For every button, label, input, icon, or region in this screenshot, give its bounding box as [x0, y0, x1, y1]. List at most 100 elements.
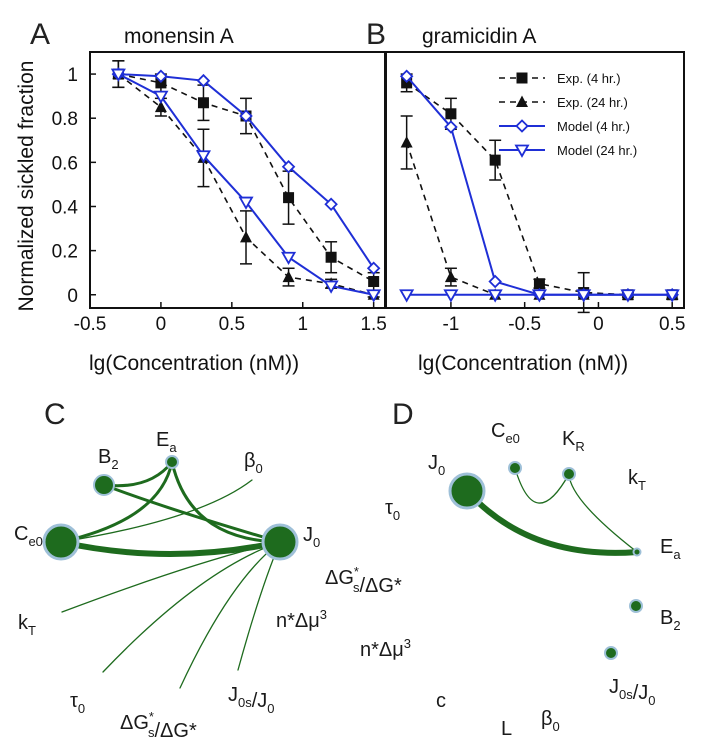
node-label-kt: kT — [18, 612, 36, 638]
data-point-square — [325, 251, 337, 263]
panel-a-ytick-label: 0.4 — [52, 197, 79, 218]
panel-a-xtick-label: 1.5 — [360, 314, 386, 335]
panel-b-title: gramicidin A — [422, 25, 536, 48]
data-point-down-triangle — [576, 289, 592, 303]
data-point-diamond — [196, 73, 211, 88]
data-point-square — [489, 154, 501, 166]
network-edge — [179, 541, 281, 689]
node-label-b2: B2 — [98, 446, 119, 472]
data-point-triangle — [444, 270, 457, 283]
network-edge — [60, 479, 253, 543]
panel-a-title: monensin A — [124, 25, 234, 48]
data-point-down-triangle — [399, 289, 415, 303]
node-label-dgs: ΔG* s/ΔG* — [325, 564, 402, 597]
panel-a-frame — [89, 51, 386, 309]
panel-letter-d: D — [392, 398, 414, 431]
data-point-down-triangle — [366, 289, 382, 303]
data-point-diamond — [515, 119, 529, 133]
data-point-down-triangle — [323, 280, 339, 294]
data-point-square — [533, 278, 545, 290]
panel-a-ytick-label: 0.6 — [52, 153, 78, 174]
series-line — [405, 142, 673, 296]
node-label-j0: J0 — [303, 524, 320, 550]
node-label-ea: Ea — [156, 429, 177, 455]
network-node-j0s — [604, 646, 618, 660]
network-node-j0 — [448, 472, 486, 510]
data-point-diamond — [239, 109, 253, 123]
data-point-down-triangle — [153, 90, 169, 104]
data-point-square — [516, 72, 528, 84]
network-node-b2 — [629, 599, 643, 613]
data-point-diamond — [366, 261, 381, 276]
panel-a-ytick-label: 0 — [67, 286, 78, 307]
data-point-square — [445, 108, 457, 120]
data-point-down-triangle — [664, 289, 680, 303]
network-node-ce0 — [508, 461, 522, 475]
panel-a-ytick-label: 0.8 — [52, 109, 78, 130]
panel-a-ylabel: Normalized sickled fraction — [15, 61, 38, 312]
data-point-diamond — [281, 159, 296, 174]
data-point-down-triangle — [238, 196, 254, 210]
data-point-down-triangle — [487, 289, 503, 303]
network-edge — [170, 460, 282, 544]
network-edge — [59, 460, 174, 544]
panel-a-xtick-label: 1 — [297, 314, 308, 335]
panel-b-xtick-label: 0.5 — [659, 314, 685, 335]
node-label-ea: Ea — [660, 536, 681, 562]
data-point-triangle — [400, 135, 413, 148]
data-point-down-triangle — [443, 289, 459, 303]
network-edge — [568, 473, 638, 553]
network-node-kr — [562, 467, 576, 481]
network-edge — [464, 488, 640, 556]
node-label-kt: kT — [628, 467, 646, 493]
data-point-square — [283, 192, 295, 204]
network-edge — [58, 539, 283, 557]
data-point-down-triangle — [531, 289, 547, 303]
legend-entry-label: Exp. (24 hr.) — [557, 95, 628, 110]
panel-c-network: Ce0 J0 B2 Ea β0 kT τ0 ΔG* s/ΔG* J0s/J0 n*Δμ3 — [14, 429, 327, 742]
panel-a-xtick-label: -0.5 — [74, 314, 107, 335]
data-point-down-triangle — [110, 68, 126, 82]
node-label-j0s: J0s/J0 — [228, 684, 275, 716]
panel-b-frame — [385, 51, 685, 309]
node-label-l: L — [501, 718, 512, 740]
data-point-diamond — [444, 120, 458, 134]
panel-a-plot: -0.5 0 0.5 1 1.5 0 0.2 0.4 0.6 0.8 1 — [52, 51, 387, 335]
network-node-ce0 — [42, 523, 80, 561]
panel-d-network: J0 Ce0 KR kT τ0 Ea ΔG* s/ΔG* B2 n*Δμ3 J0s/J0 c L β0 — [325, 420, 681, 740]
node-label-nmu: n*Δμ3 — [360, 636, 411, 661]
node-label-ce0: Ce0 — [491, 420, 520, 446]
data-point-diamond — [154, 69, 168, 84]
node-label-tau0: τ0 — [385, 497, 400, 523]
panel-a-xtick-label: 0.5 — [219, 314, 245, 335]
panel-a-xlabel: lg(Concentration (nM)) — [89, 352, 299, 375]
data-point-square — [197, 97, 209, 109]
panel-a-xtick-label: 0 — [156, 314, 167, 335]
network-edge — [102, 541, 281, 673]
data-point-diamond — [324, 197, 338, 212]
data-point-square — [368, 276, 380, 288]
node-label-nmu: n*Δμ3 — [276, 607, 327, 632]
node-label-j0s: J0s/J0 — [609, 676, 656, 708]
data-point-diamond — [488, 274, 502, 289]
panel-b-plot: -1 -0.5 0 0.5 Exp. (4 hr.) Exp. (24 hr.) Model… — [385, 51, 685, 335]
network-edge — [61, 541, 281, 613]
node-label-tau0: τ0 — [70, 690, 85, 716]
panel-letter-c: C — [44, 398, 66, 431]
data-point-triangle — [516, 95, 528, 107]
data-point-triangle — [282, 270, 295, 283]
data-point-diamond — [399, 69, 414, 84]
data-point-triangle — [154, 100, 167, 113]
node-label-b2: B2 — [660, 607, 681, 633]
node-label-dgs: ΔG* s/ΔG* — [120, 709, 197, 742]
panel-a-ytick-label: 0.2 — [52, 242, 78, 263]
data-point-down-triangle — [514, 144, 530, 158]
panel-b-xtick-label: -0.5 — [508, 314, 541, 335]
node-label-beta0: β0 — [541, 708, 560, 734]
node-label-j0: J0 — [428, 452, 445, 478]
panel-b-xtick-label: -1 — [442, 314, 459, 335]
data-point-triangle — [240, 230, 253, 243]
panel-letter-a: A — [30, 18, 50, 51]
network-edge — [102, 483, 282, 544]
